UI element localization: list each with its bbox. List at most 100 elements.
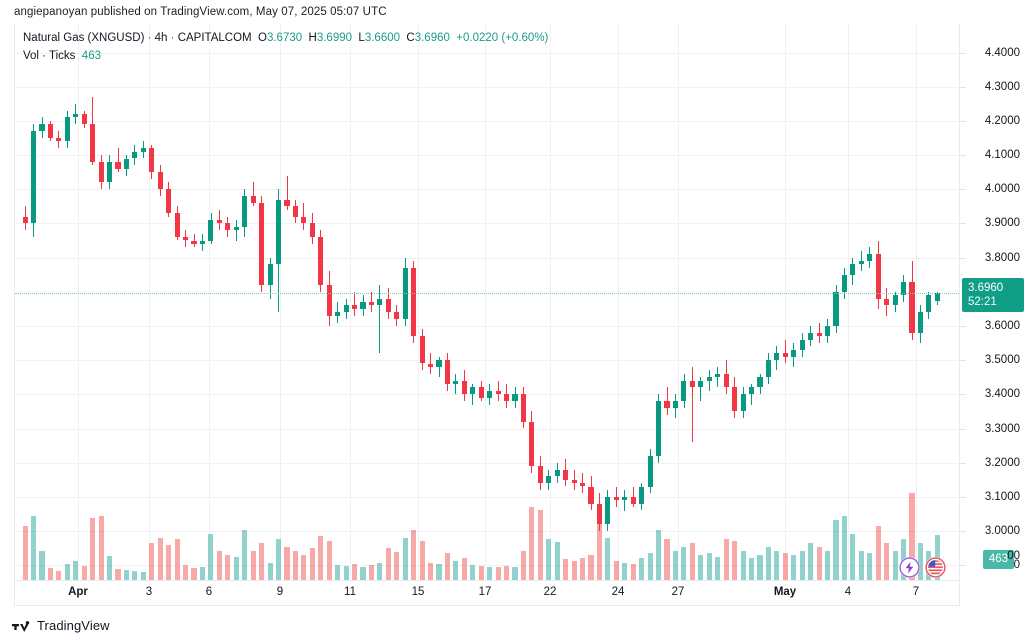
volume-bar	[31, 516, 37, 580]
chart-pane[interactable]: Natural Gas (XNGUSD) · 4h · CAPITALCOM O…	[14, 24, 960, 580]
us-flag-icon[interactable]	[925, 557, 946, 578]
legend-symbol[interactable]: Natural Gas (XNGUSD)	[23, 32, 145, 44]
candle-body	[140, 148, 146, 152]
candle-body	[926, 295, 932, 313]
volume-bar	[672, 551, 679, 580]
volume-bar	[149, 543, 155, 580]
candle-body	[884, 298, 890, 306]
current-price-badge[interactable]: 3.6960 52:21	[962, 278, 1024, 313]
candle-body	[647, 455, 653, 487]
volume-bar	[123, 570, 130, 580]
grid-line-vertical	[785, 24, 786, 580]
candle-wick	[666, 387, 668, 415]
grid-line-vertical	[209, 24, 210, 580]
volume-bar	[596, 514, 603, 580]
lightning-bolt-icon[interactable]	[899, 557, 920, 578]
grid-line-vertical	[418, 24, 419, 580]
volume-bar	[504, 566, 510, 580]
volume-value-badge[interactable]: 463	[982, 550, 1014, 569]
volume-bar	[411, 529, 417, 580]
volume-bar	[698, 554, 704, 580]
candle-body	[613, 496, 619, 501]
candle-wick	[700, 377, 702, 402]
candle-wick	[751, 384, 752, 405]
candle-wick	[252, 182, 254, 207]
volume-bar	[546, 539, 552, 580]
candle-body	[858, 261, 864, 265]
volume-bar	[715, 556, 721, 580]
current-price-line	[15, 293, 959, 295]
legend-interval[interactable]: 4h	[154, 32, 168, 44]
volume-bar	[183, 564, 189, 580]
candle-body	[47, 124, 54, 138]
candle-wick	[370, 291, 372, 313]
candle-body	[233, 226, 239, 231]
candle-body	[250, 196, 256, 203]
candle-body	[174, 213, 180, 237]
price-axis[interactable]: 4.4000 4.3000 4.2000 4.1000 4.0000 3.9000 3.80…	[960, 24, 1024, 580]
volume-bar	[461, 557, 467, 580]
candle-body	[672, 401, 679, 408]
candle-body	[461, 380, 467, 395]
price-tick-mark	[960, 462, 966, 464]
candle-wick	[624, 490, 626, 511]
volume-bar	[799, 551, 805, 580]
volume-bar	[875, 525, 881, 580]
price-axis-tick: 3.1000	[984, 490, 1020, 503]
candle-body	[360, 302, 366, 309]
candle-wick	[438, 356, 440, 378]
candle-wick	[455, 373, 457, 395]
time-axis[interactable]: Apr 3 6 9 11 15 17 22 24 27 May 4 7	[14, 580, 960, 606]
price-tick-mark	[960, 496, 966, 498]
volume-bar	[444, 552, 450, 580]
volume-bar	[318, 535, 324, 580]
candle-body	[301, 216, 307, 224]
price-tick-mark	[960, 257, 966, 259]
volume-bar	[495, 567, 501, 580]
price-tick-mark	[960, 120, 966, 122]
volume-bar	[427, 562, 434, 580]
grid-line-horizontal	[15, 462, 959, 464]
time-axis-tick: 6	[205, 586, 213, 598]
candle-body	[427, 363, 434, 367]
candle-body	[639, 486, 645, 504]
candle-body	[419, 336, 425, 364]
candle-body	[292, 206, 298, 217]
volume-bar	[774, 551, 780, 580]
candle-body	[841, 274, 847, 292]
candle-body	[487, 390, 493, 398]
candle-body	[259, 202, 265, 285]
volume-bar	[563, 558, 569, 580]
volume-bar	[732, 541, 738, 580]
candle-body	[563, 469, 569, 480]
candle-body	[31, 131, 37, 224]
volume-bar	[394, 552, 400, 580]
candle-body	[275, 199, 282, 265]
candle-body	[351, 305, 358, 309]
candle-wick	[379, 284, 381, 354]
candle-body	[732, 387, 738, 412]
candle-body	[267, 264, 273, 285]
candle-wick	[472, 384, 474, 405]
price-axis-tick: 4.2000	[984, 114, 1020, 127]
grid-line-horizontal	[15, 428, 959, 430]
time-axis-tick: May	[773, 586, 797, 598]
candle-body	[157, 172, 163, 190]
candle-body	[453, 380, 459, 384]
price-axis-tick: 3.8000	[984, 251, 1020, 264]
candle-body	[81, 114, 87, 125]
price-axis-tick: 3.6000	[984, 319, 1020, 332]
grid-line-vertical	[678, 24, 679, 580]
volume-bar	[630, 563, 636, 580]
candle-body	[900, 281, 907, 296]
volume-bar	[275, 539, 282, 580]
candle-body	[115, 161, 121, 169]
candle-wick	[708, 370, 710, 391]
volume-bar	[436, 563, 442, 580]
candle-body	[892, 295, 898, 306]
candle-body	[326, 284, 332, 316]
candle-body	[123, 158, 130, 169]
legend-volume-title[interactable]: Vol · Ticks	[23, 50, 76, 62]
volume-bar	[689, 543, 695, 580]
